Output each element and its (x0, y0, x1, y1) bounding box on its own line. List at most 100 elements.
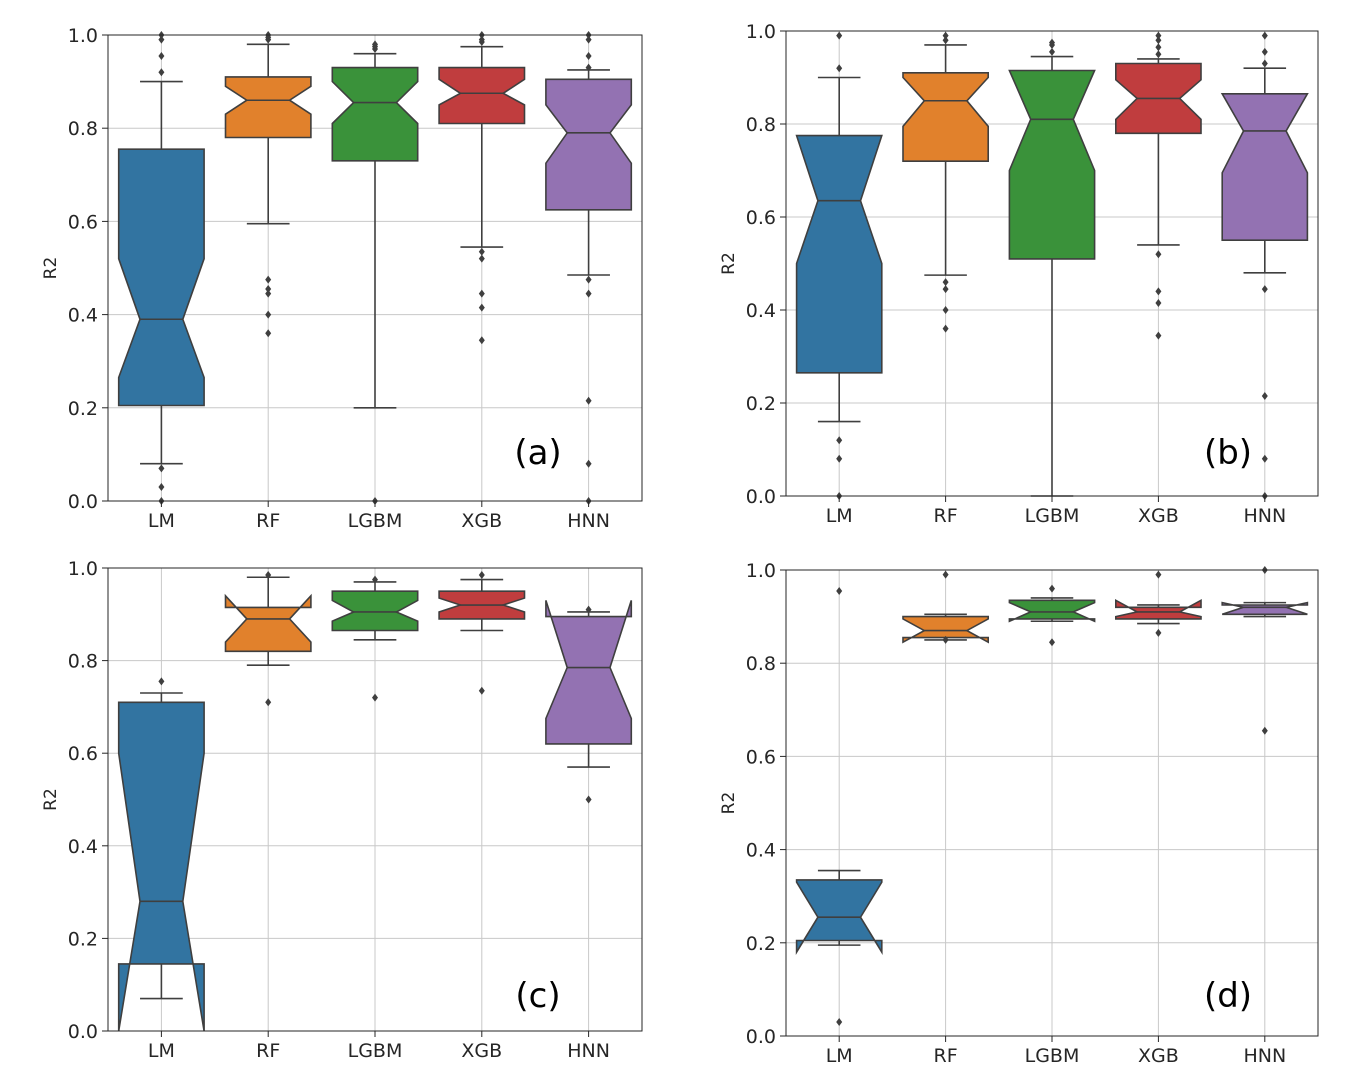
outlier-point (585, 459, 592, 468)
outlier-point (1261, 31, 1268, 40)
outlier-point (478, 570, 485, 579)
x-tick-label: RF (256, 1040, 280, 1062)
y-tick-label: 1.0 (68, 558, 98, 580)
outlier-point (265, 570, 272, 579)
outlier-point (1049, 638, 1055, 647)
outlier-point (1155, 50, 1162, 59)
chart-panel-a: 0.0 0.2 0.4 0.6 0.8 1.0 LM RF LGBM XGB HNN R2 (a) (41, 25, 643, 532)
box-body-hnn (1220, 93, 1309, 241)
outlier-point (942, 570, 949, 579)
outlier-point (1261, 285, 1268, 294)
box-xgb (438, 570, 526, 695)
x-tick-label: XGB (461, 1040, 502, 1062)
box-body-xgb (1115, 598, 1202, 620)
outlier-point (1155, 31, 1162, 40)
box-body-rf (902, 615, 990, 644)
box-rf (224, 31, 312, 338)
outlier-point (836, 31, 843, 40)
x-tick-label: HNN (567, 1040, 610, 1062)
outlier-point (836, 586, 843, 595)
outlier-point (478, 35, 485, 44)
y-tick-label: 0.0 (68, 491, 98, 513)
outlier-point (585, 35, 592, 44)
y-tick-label: 0.0 (746, 486, 776, 508)
outlier-point (585, 289, 592, 298)
outlier-point (158, 35, 165, 44)
chart-panel-b: 0.0 0.2 0.4 0.6 0.8 1.0 LM RF LGBM XGB HNN R2 (b) (719, 21, 1319, 527)
y-tick-label: 0.2 (68, 398, 98, 420)
box-xgb (438, 31, 526, 345)
outlier-point (942, 635, 949, 644)
outlier-point (836, 454, 843, 463)
box-body-hnn (545, 78, 633, 211)
outlier-point (158, 677, 165, 686)
panel-label: (c) (515, 976, 560, 1016)
outlier-point (1155, 331, 1162, 340)
y-tick-label: 0.4 (68, 836, 98, 858)
box-body-lgbm (1008, 599, 1096, 623)
box-hnn (1221, 566, 1309, 735)
box-body-hnn (1221, 601, 1309, 616)
y-tick-label: 0.6 (746, 207, 776, 229)
outlier-point (585, 795, 592, 804)
outlier-point (585, 51, 592, 60)
x-tick-label: LM (826, 505, 853, 527)
outlier-point (585, 275, 592, 284)
x-tick-label: LGBM (1025, 505, 1080, 527)
y-tick-label: 0.4 (746, 300, 776, 322)
y-tick-label: 1.0 (746, 21, 776, 43)
outlier-point (1155, 299, 1162, 308)
box-xgb (1115, 31, 1202, 340)
outlier-point (942, 285, 949, 294)
y-tick-label: 0.8 (746, 653, 776, 675)
outlier-point (942, 278, 949, 287)
x-tick-label: HNN (567, 510, 610, 532)
x-tick-label: HNN (1243, 1045, 1286, 1067)
y-tick-label: 0.6 (68, 211, 98, 233)
outlier-point (478, 686, 485, 695)
outlier-point (478, 303, 485, 312)
box-body-rf (224, 76, 312, 139)
y-axis-label: R2 (41, 788, 61, 811)
y-tick-label: 0.4 (746, 840, 776, 862)
outlier-point (372, 575, 378, 584)
y-tick-label: 0.4 (68, 305, 98, 327)
box-body-lm (795, 134, 883, 374)
y-tick-label: 0.2 (68, 928, 98, 950)
x-tick-label: XGB (1138, 505, 1179, 527)
box-lgbm (331, 40, 419, 505)
outlier-point (478, 336, 485, 345)
x-tick-label: RF (934, 505, 958, 527)
outlier-point (836, 1018, 843, 1027)
x-tick-label: LM (826, 1045, 853, 1067)
panel-label: (a) (514, 433, 561, 473)
outlier-point (478, 289, 485, 298)
outlier-point (942, 36, 949, 45)
outlier-point (1155, 287, 1162, 296)
outlier-point (372, 693, 378, 702)
outlier-point (1261, 726, 1268, 735)
y-axis-label: R2 (719, 252, 739, 275)
outlier-point (1155, 43, 1162, 52)
outlier-point (265, 275, 272, 284)
outlier-point (942, 324, 949, 333)
box-lm (117, 31, 205, 505)
box-hnn (545, 600, 633, 804)
outlier-point (1261, 59, 1268, 68)
y-tick-label: 1.0 (68, 25, 98, 47)
outlier-point (836, 64, 843, 73)
outlier-point (265, 698, 272, 707)
outlier-point (158, 483, 165, 492)
outlier-point (1261, 47, 1268, 56)
outlier-point (1049, 47, 1055, 56)
outlier-point (372, 40, 378, 49)
box-lgbm (1008, 584, 1096, 647)
outlier-point (478, 254, 485, 263)
outlier-point (942, 306, 949, 314)
chart-panel-d: 0.0 0.2 0.4 0.6 0.8 1.0 LM RF LGBM XGB HNN R2 (d) (719, 560, 1319, 1067)
y-tick-label: 0.8 (68, 118, 98, 140)
x-tick-label: LGBM (348, 510, 403, 532)
box-body-lm (795, 879, 883, 955)
